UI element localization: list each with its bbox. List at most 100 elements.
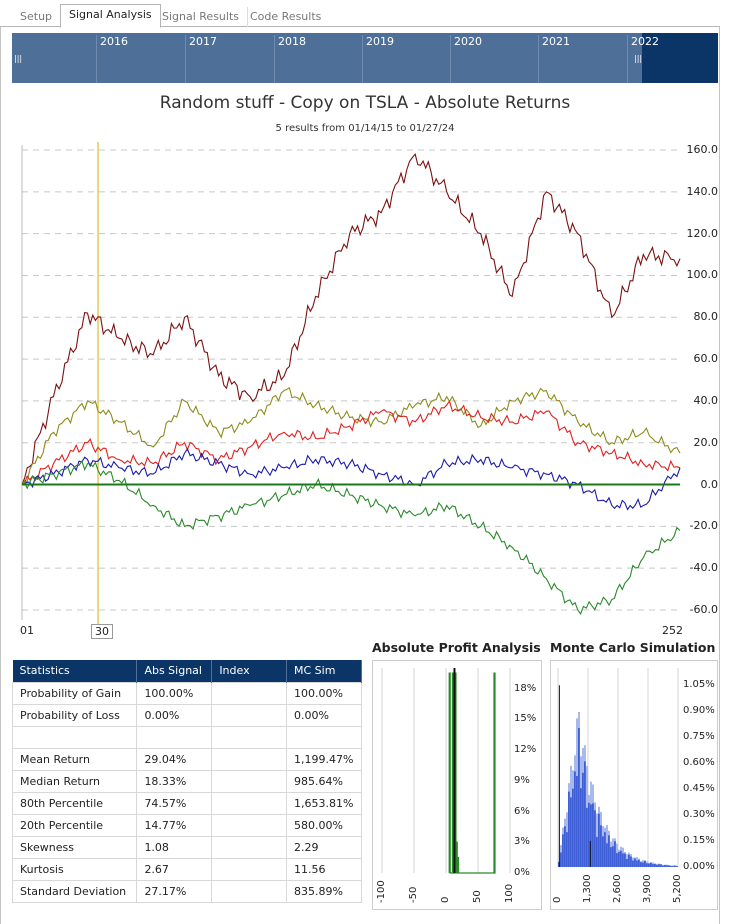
content-frame [0, 27, 720, 924]
table-row: Probability of Loss 0.00% 0.00% [11, 703, 363, 727]
histogram-bar-dark [636, 860, 638, 867]
table-cell: 74.57% [136, 791, 213, 815]
y-tick-label: 0.15% [683, 835, 715, 847]
profit-analysis-title: Absolute Profit Analysis [372, 640, 541, 655]
series-line-2[interactable] [21, 386, 681, 485]
header-mc-sim: MC Sim [286, 660, 363, 682]
x-tick-label: 100 [504, 883, 515, 903]
histogram-bar-dark [576, 776, 578, 867]
histogram-bar-dark [592, 803, 594, 867]
histogram-bar-dark [584, 761, 586, 867]
histogram-bar-dark [608, 835, 610, 867]
x-tick-label: 5,200 [672, 874, 683, 903]
histogram-bar-dark [578, 728, 580, 867]
profit-distribution-line[interactable] [448, 672, 496, 874]
x-tick-label: 50 [472, 890, 483, 903]
table-cell: Skewness [11, 835, 138, 859]
navigator-year-2018: 2018 [274, 35, 306, 83]
y-tick-label: 9% [514, 774, 530, 786]
table-cell: 835.89% [285, 879, 363, 903]
header-index: Index [211, 660, 287, 682]
x-tick-label: 2,600 [612, 874, 623, 903]
histogram-bar-dark [574, 771, 576, 867]
y-tick-label: 0.0 [700, 477, 719, 491]
y-tick-label: 15% [514, 713, 537, 725]
histogram-bar-dark [590, 804, 592, 867]
histogram-bar-dark [598, 813, 600, 867]
histogram-bar-dark [604, 832, 606, 867]
histogram-bar-dark [586, 807, 588, 867]
table-cell: 29.04% [136, 747, 213, 771]
series-line-4[interactable] [21, 447, 681, 511]
table-cell: Mean Return [11, 747, 138, 771]
statistics-table: Statistics Abs Signal Index MC Sim Proba… [11, 660, 363, 903]
y-tick-label: 0.00% [683, 861, 715, 872]
navigator-year-2017: 2017 [185, 35, 217, 83]
y-tick-label: 0.90% [683, 705, 715, 717]
timeline-navigator[interactable]: 2016 2017 2018 2019 2020 2021 2022 ||| |… [12, 33, 718, 83]
x-tick-label: 3,900 [642, 874, 653, 903]
histogram-bar-dark [566, 832, 568, 867]
y-tick-label: 18% [514, 682, 537, 694]
navigator-year-2022: 2022 [627, 35, 659, 83]
table-header-row: Statistics Abs Signal Index MC Sim [12, 660, 363, 682]
series-line-1[interactable] [21, 153, 681, 485]
table-row: Mean Return 29.04% 1,199.47% [11, 747, 363, 771]
chart-subtitle: 5 results from 01/14/15 to 01/27/24 [275, 123, 455, 134]
x-tick-end: 252 [662, 624, 683, 637]
x-tick-label: -100 [376, 880, 387, 903]
histogram-bar-dark [564, 826, 566, 867]
y-tick-label: 0.45% [683, 783, 715, 795]
y-tick-label: 0.75% [683, 731, 715, 743]
table-cell: 18.33% [136, 769, 213, 793]
navigator-year-2016: 2016 [96, 35, 128, 83]
y-tick-label: -60.0 [689, 603, 718, 616]
histogram-bar-dark [618, 851, 620, 867]
table-cell: 1,199.47% [285, 747, 363, 771]
table-cell: 80th Percentile [11, 791, 138, 815]
histogram-bar-dark [616, 853, 618, 867]
tab-signal-results[interactable]: Signal Results [154, 7, 249, 27]
histogram-bar-dark [660, 864, 662, 867]
histogram-bar-dark [664, 864, 666, 867]
histogram-bar-dark [656, 864, 658, 867]
histogram-bar-dark [654, 863, 656, 867]
x-tick-marker[interactable]: 30 [91, 624, 113, 639]
tab-bar: Setup Signal Analysis Signal Results Cod… [0, 4, 720, 28]
histogram-bar-dark [666, 865, 668, 867]
histogram-bar-dark [650, 862, 652, 867]
series-line-3[interactable] [21, 399, 681, 485]
y-tick-label: 1.05% [683, 679, 715, 691]
navigator-selection[interactable] [642, 33, 718, 83]
series-line-5[interactable] [21, 459, 681, 616]
header-statistics: Statistics [12, 660, 138, 682]
x-tick-label: 1,300 [582, 874, 593, 903]
tab-code-results[interactable]: Code Results [250, 10, 322, 23]
table-row: Median Return 18.33% 985.64% [11, 769, 363, 793]
table-cell: 0.00% [285, 703, 363, 727]
y-tick-label: 12% [514, 744, 537, 755]
histogram-bar-dark [672, 866, 674, 867]
histogram-bar-dark [620, 850, 622, 867]
histogram-bar-dark [610, 847, 612, 867]
table-cell: 100.00% [285, 681, 363, 705]
histogram-bar-dark [572, 788, 574, 867]
table-row: 80th Percentile 74.57% 1,653.81% [11, 791, 363, 815]
chart-title: Random stuff - Copy on TSLA - Absolute R… [159, 93, 571, 113]
y-tick-label: 0% [514, 867, 530, 878]
histogram-bar-dark [568, 791, 570, 867]
monte-carlo-title: Monte Carlo Simulation [550, 640, 716, 655]
table-cell: 580.00% [285, 813, 363, 837]
histogram-bar-dark [644, 860, 646, 867]
y-tick-label: 0.60% [683, 757, 715, 769]
table-cell: 11.56 [285, 857, 363, 881]
tab-signal-analysis[interactable]: Signal Analysis [60, 4, 161, 28]
histogram-bar-dark [648, 863, 650, 867]
histogram-bar-dark [606, 843, 608, 867]
histogram-bar-dark [580, 788, 582, 867]
histogram-bar-dark [642, 862, 644, 867]
histogram-bar-dark [596, 837, 598, 867]
